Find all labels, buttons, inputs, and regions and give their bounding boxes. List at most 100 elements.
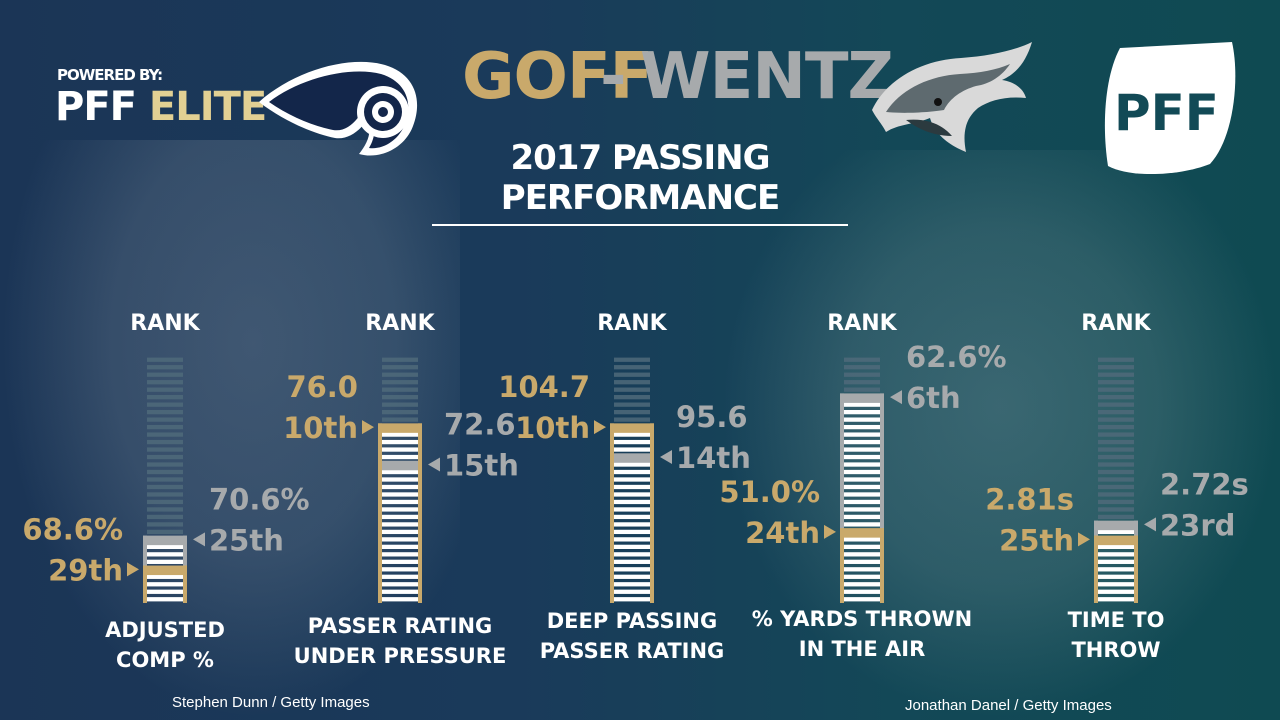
goff-bar-left-edge [1094, 535, 1098, 603]
rank-slot [1098, 372, 1134, 377]
eagles-logo-icon [872, 42, 1032, 152]
rank-slot [147, 417, 183, 422]
rank-slot [844, 365, 880, 370]
rank-slot [147, 469, 183, 475]
rank-slot [147, 372, 183, 377]
wentz-value-label: 2.72s [1160, 467, 1249, 501]
rank-slot [147, 402, 183, 407]
photo-credit-left: Stephen Dunn / Getty Images [172, 694, 370, 711]
rank-slot [844, 387, 880, 392]
wentz-bar-left-edge [840, 393, 844, 603]
wentz-rank-label: 25th [209, 523, 284, 557]
rank-slot [147, 582, 183, 587]
rams-logo-icon [259, 61, 418, 156]
goff-arrow [1078, 532, 1090, 547]
rank-slot [382, 559, 418, 564]
rank-slot [147, 492, 183, 497]
rank-slot [844, 589, 880, 594]
rank-slot [1098, 424, 1134, 430]
rank-slot [614, 462, 650, 467]
rank-slot [382, 365, 418, 370]
rank-slot [1098, 454, 1134, 460]
rank-slot [1098, 432, 1134, 437]
rank-header: RANK [1081, 311, 1151, 336]
goff-arrow [127, 562, 139, 577]
goff-rank-label: 29th [48, 553, 123, 587]
rank-slot [147, 387, 183, 392]
rank-slot [614, 574, 650, 579]
goff-arrow [824, 524, 836, 539]
rank-slot [147, 447, 183, 452]
rank-slot [382, 574, 418, 579]
rank-slot [614, 567, 650, 572]
rank-slot [382, 409, 418, 415]
wentz-rank-marker [378, 460, 422, 471]
powered-by-label: POWERED BY: [57, 66, 163, 84]
goff-value-label: 51.0% [719, 475, 820, 509]
rank-slot [614, 417, 650, 422]
goff-bar-right-edge [183, 565, 187, 603]
rank-slot [382, 469, 418, 475]
rank-slot [1098, 439, 1134, 445]
rank-slot [382, 492, 418, 497]
goff-rank-marker [1094, 535, 1138, 546]
rank-slot [147, 574, 183, 579]
rank-slot [1098, 574, 1134, 579]
rank-slot [147, 559, 183, 564]
wentz-value-label: 62.6% [906, 340, 1007, 374]
rank-slot [382, 402, 418, 407]
wentz-bar-right-edge [880, 393, 884, 603]
wentz-rank-label: 15th [444, 449, 519, 483]
rank-slot [147, 432, 183, 437]
rank-slot [1098, 567, 1134, 572]
rank-slot [382, 432, 418, 437]
rank-slot [844, 372, 880, 377]
goff-rank-label: 10th [515, 411, 590, 445]
rank-slot [382, 477, 418, 482]
rank-slot [382, 387, 418, 392]
rank-slot [147, 589, 183, 594]
rank-slot [382, 484, 418, 490]
rank-header: RANK [130, 311, 200, 336]
rank-slot [844, 567, 880, 572]
rank-slot [614, 529, 650, 535]
rank-slot [844, 439, 880, 445]
goff-rank-marker [610, 423, 654, 433]
rank-slot [147, 597, 183, 602]
goff-bar-right-edge [1134, 535, 1138, 603]
rank-slot [614, 582, 650, 587]
goff-rank-marker [143, 565, 187, 576]
rank-slot [844, 447, 880, 452]
pff-elite-logo: PFF ELITE [55, 84, 267, 130]
rank-slot [147, 462, 183, 467]
wentz-value-label: 95.6 [676, 400, 748, 434]
goff-rank-label: 10th [283, 411, 358, 445]
rank-slot [1098, 492, 1134, 497]
rank-slot [844, 357, 880, 362]
wentz-arrow [660, 450, 672, 465]
rank-slot [1098, 402, 1134, 407]
goff-bar-right-edge [880, 528, 884, 603]
rank-slot [844, 432, 880, 437]
category-label: DEEP PASSING PASSER RATING [540, 609, 725, 663]
category-label: % YARDS THROWN IN THE AIR [752, 607, 973, 661]
rank-slot [1098, 447, 1134, 452]
rank-slot [1098, 409, 1134, 415]
rank-slot [147, 439, 183, 445]
rank-slot [147, 529, 183, 535]
wentz-value-label: 70.6% [209, 482, 310, 516]
wentz-rank-label: 14th [676, 441, 751, 475]
rank-slot [382, 447, 418, 452]
title-dash: - [600, 40, 627, 114]
title-goff: GOFF [462, 40, 653, 114]
wentz-value-label: 72.6 [444, 408, 516, 442]
rank-slot [614, 380, 650, 385]
rank-slot [1098, 469, 1134, 475]
rank-slot [844, 484, 880, 490]
rank-header: RANK [597, 311, 667, 336]
rank-slot [147, 409, 183, 415]
rank-slot [382, 567, 418, 572]
rank-slot [147, 357, 183, 362]
rank-slot [614, 514, 650, 520]
